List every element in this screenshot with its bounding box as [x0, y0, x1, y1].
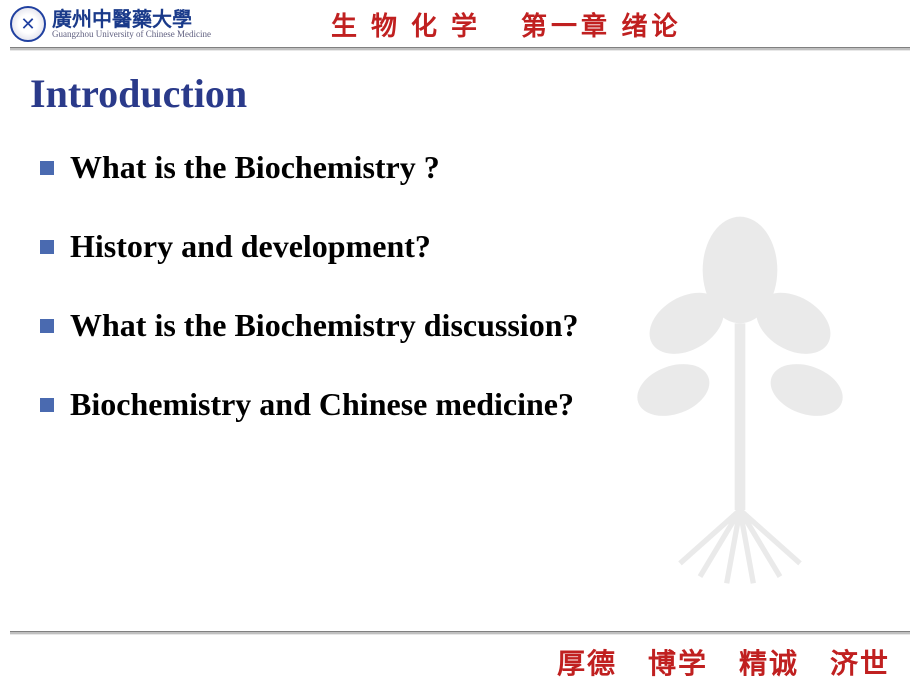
motto-word: 济世 — [830, 649, 890, 680]
header: ✕ 廣州中醫藥大學 Guangzhou University of Chines… — [0, 0, 920, 48]
bullet-icon — [40, 161, 54, 175]
bullet-text: What is the Biochemistry discussion? — [70, 307, 578, 344]
slide-content: Introduction What is the Biochemistry ? … — [0, 50, 920, 485]
bullet-icon — [40, 398, 54, 412]
bullet-item: History and development? — [30, 228, 890, 265]
chapter-title: 第一章 绪论 — [521, 6, 682, 43]
bullet-text: History and development? — [70, 228, 431, 265]
motto: 厚德 博学 精诚 济世 — [0, 642, 920, 690]
bullet-item: What is the Biochemistry ? — [30, 149, 890, 186]
university-name-cn: 廣州中醫藥大學 — [52, 10, 211, 30]
bullet-item: What is the Biochemistry discussion? — [30, 307, 890, 344]
logo-icon: ✕ — [20, 14, 35, 35]
university-name-en: Guangzhou University of Chinese Medicine — [52, 30, 211, 39]
bullet-item: Biochemistry and Chinese medicine? — [30, 386, 890, 423]
slide-title: Introduction — [30, 70, 890, 117]
university-logo: ✕ — [10, 6, 46, 42]
motto-word: 厚德 — [557, 649, 617, 680]
bullet-text: What is the Biochemistry ? — [70, 149, 440, 186]
course-title: 生物化学 — [331, 6, 491, 43]
motto-word: 博学 — [648, 649, 708, 680]
footer-divider — [10, 632, 910, 634]
footer: 厚德 博学 精诚 济世 — [0, 632, 920, 690]
bullet-text: Biochemistry and Chinese medicine? — [70, 386, 574, 423]
bullet-icon — [40, 240, 54, 254]
bullet-icon — [40, 319, 54, 333]
motto-word: 精诚 — [739, 649, 799, 680]
university-name-block: 廣州中醫藥大學 Guangzhou University of Chinese … — [52, 10, 211, 39]
